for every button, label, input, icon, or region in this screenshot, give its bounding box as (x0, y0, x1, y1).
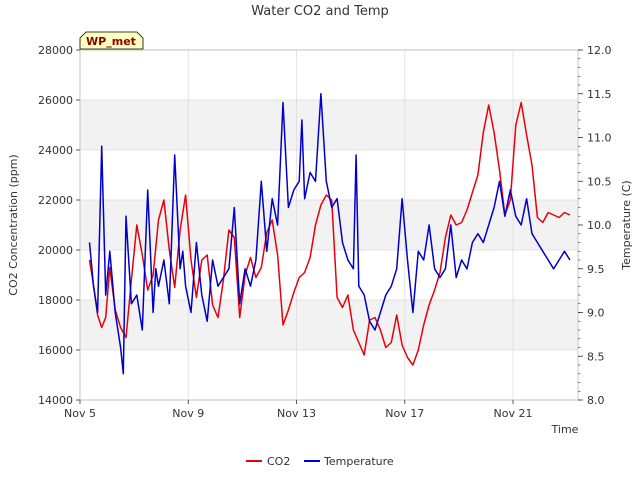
left-tick-label: 22000 (38, 194, 73, 207)
left-tick-label: 24000 (38, 144, 73, 157)
annotation-label: WP_met (86, 35, 136, 48)
left-tick-label: 26000 (38, 94, 73, 107)
left-tick-label: 20000 (38, 244, 73, 257)
left-axis-ticks: 14000 16000 18000 20000 22000 24000 26000 28000 (38, 44, 80, 407)
x-axis-ticks: Nov 5 Nov 9 Nov 13 Nov 17 Nov 21 (64, 400, 533, 420)
series-group (88, 93, 571, 375)
x-tick-label: Nov 9 (172, 407, 204, 420)
x-axis-label: Time (551, 423, 579, 436)
left-tick-label: 16000 (38, 344, 73, 357)
right-axis-ticks: 8.0 8.5 9.0 9.5 10.0 10.5 11.0 11.5 12.0 (578, 44, 612, 407)
right-tick-label: 10.5 (587, 175, 612, 188)
right-tick-label: 8.0 (587, 394, 605, 407)
x-tick-label: Nov 21 (494, 407, 533, 420)
legend: CO2 Temperature (246, 455, 394, 468)
right-axis-label: Temperature (C) (620, 180, 633, 270)
chart-title: Water CO2 and Temp (251, 4, 389, 19)
left-tick-label: 18000 (38, 294, 73, 307)
x-tick-label: Nov 5 (64, 407, 96, 420)
left-axis-label: CO2 Concentration (ppm) (7, 154, 20, 295)
grid-band (80, 300, 578, 350)
grid-bands (80, 100, 578, 350)
right-tick-label: 8.5 (587, 350, 605, 363)
right-tick-label: 11.0 (587, 132, 612, 145)
right-tick-label: 9.5 (587, 263, 605, 276)
right-tick-label: 11.5 (587, 88, 612, 101)
left-tick-label: 14000 (38, 394, 73, 407)
legend-co2-label: CO2 (267, 455, 290, 468)
site-annotation: WP_met (79, 31, 144, 50)
right-tick-label: 9.0 (587, 307, 605, 320)
legend-temperature-label: Temperature (323, 455, 394, 468)
x-tick-label: Nov 17 (385, 407, 424, 420)
grid-band (80, 200, 578, 250)
series-line-co2 (88, 101, 571, 366)
right-tick-label: 10.0 (587, 219, 612, 232)
left-tick-label: 28000 (38, 44, 73, 57)
x-tick-label: Nov 13 (277, 407, 316, 420)
series-line-temperature (88, 93, 571, 375)
grid-band (80, 100, 578, 150)
right-tick-label: 12.0 (587, 44, 612, 57)
annotation-box (79, 31, 144, 50)
